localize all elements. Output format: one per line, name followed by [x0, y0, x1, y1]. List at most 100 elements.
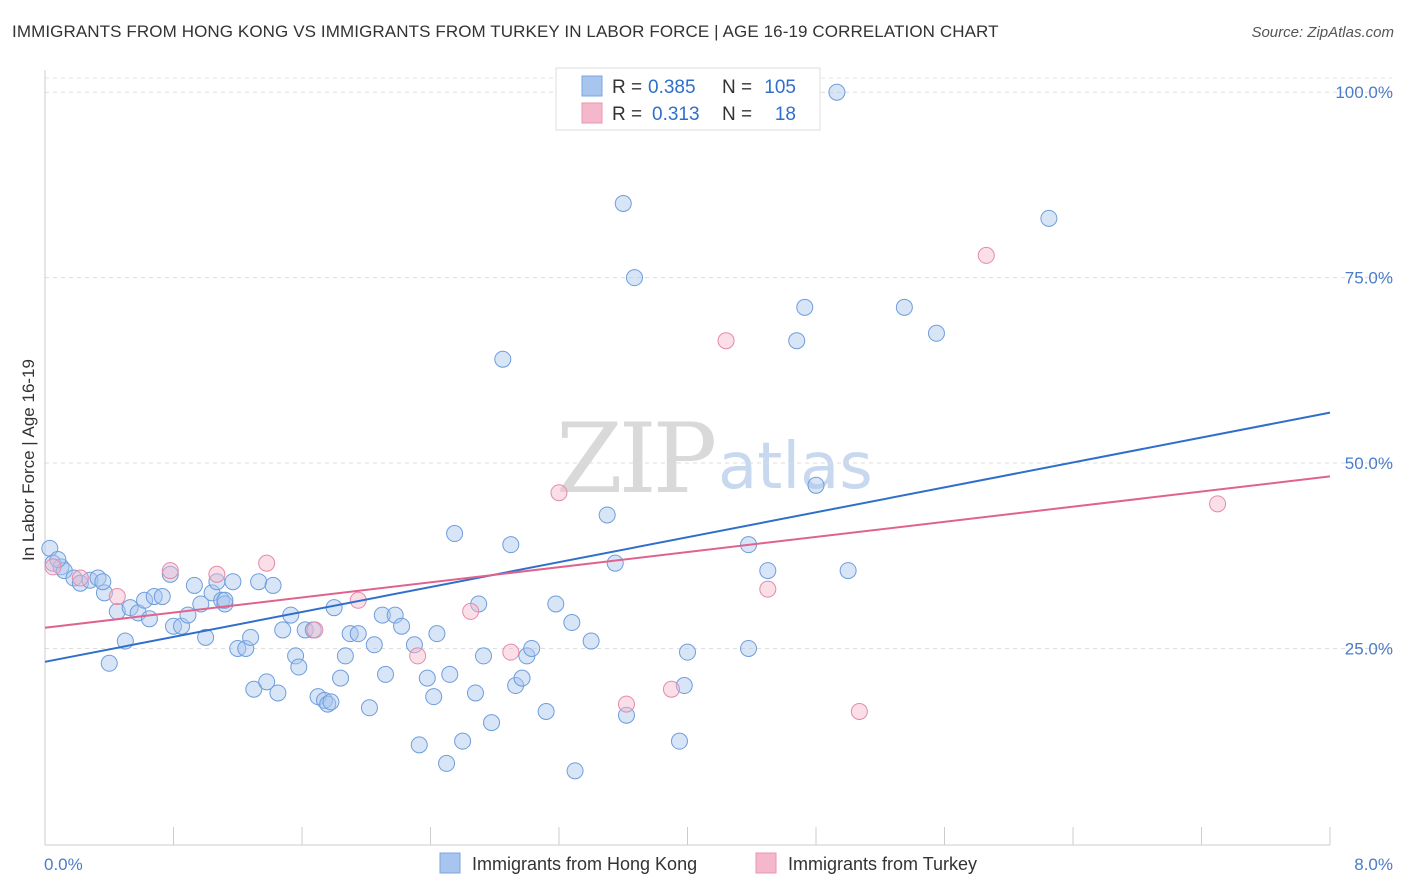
- hong-kong-point-70: [483, 714, 501, 732]
- hong-kong-point-65: [446, 525, 464, 543]
- hong-kong-point-54: [373, 606, 391, 624]
- turkey-point-8: [409, 647, 427, 665]
- hong-kong-point-82: [598, 506, 616, 524]
- axes: [44, 70, 1331, 846]
- y-tick-labels: 25.0% 50.0% 75.0% 100.0%: [1335, 83, 1393, 658]
- turkey-points: [44, 246, 1227, 721]
- hong-kong-point-64: [441, 665, 459, 683]
- series-legend-label-hong-kong: Immigrants from Hong Kong: [472, 854, 697, 874]
- turkey-point-11: [550, 484, 568, 502]
- series-legend-swatch-hong-kong: [439, 852, 461, 874]
- series-legend-label-turkey: Immigrants from Turkey: [788, 854, 977, 874]
- turkey-point-4: [208, 565, 226, 583]
- hong-kong-point-29: [224, 573, 242, 591]
- legend-n-label-2: N =: [722, 104, 752, 125]
- hong-kong-point-32: [242, 628, 260, 646]
- source-credit: Source: ZipAtlas.com: [1251, 24, 1394, 41]
- hong-kong-point-59: [410, 736, 428, 754]
- hong-kong-point-34: [250, 573, 268, 591]
- hong-kong-point-55: [377, 665, 395, 683]
- hong-kong-point-9: [100, 654, 118, 672]
- series-legend-swatch-turkey: [755, 852, 777, 874]
- hong-kong-point-74: [513, 669, 531, 687]
- legend-n-label-1: N =: [722, 77, 752, 98]
- hong-kong-point-12: [121, 599, 139, 617]
- turkey-point-18: [1209, 495, 1227, 513]
- hong-kong-point-81: [582, 632, 600, 650]
- hong-kong-point-46: [319, 695, 337, 713]
- x-tick-label-1: 8.0%: [1354, 855, 1393, 874]
- hong-kong-point-98: [895, 298, 913, 316]
- turkey-point-0: [44, 558, 62, 576]
- hong-kong-point-49: [336, 647, 354, 665]
- hong-kong-point-87: [670, 732, 688, 750]
- hong-kong-point-96: [828, 83, 846, 101]
- legend-n-value-1: 105: [764, 77, 796, 98]
- grid-lines: [45, 77, 1392, 649]
- hong-kong-point-103: [94, 573, 112, 591]
- hong-kong-point-24: [197, 628, 215, 646]
- hong-kong-point-86: [625, 269, 643, 287]
- hong-kong-point-97: [839, 562, 857, 580]
- hong-kong-point-31: [237, 639, 255, 657]
- hong-kong-point-69: [475, 647, 493, 665]
- hong-kong-points: [41, 83, 1058, 780]
- turkey-point-16: [850, 703, 868, 721]
- hong-kong-point-17: [153, 588, 171, 606]
- hong-kong-point-8: [95, 584, 113, 602]
- hong-kong-point-78: [547, 595, 565, 613]
- hong-kong-point-94: [796, 298, 814, 316]
- hong-kong-point-51: [349, 625, 367, 643]
- hong-kong-point-58: [405, 636, 423, 654]
- turkey-point-1: [71, 569, 89, 587]
- hong-kong-point-95: [807, 476, 825, 494]
- turkey-trend-line: [44, 475, 1331, 629]
- turkey-point-5: [258, 554, 276, 572]
- legend-swatch-hong-kong: [581, 75, 603, 97]
- hong-kong-point-38: [274, 621, 292, 639]
- series-legend: Immigrants from Hong Kong Immigrants fro…: [439, 852, 977, 874]
- hong-kong-point-104: [322, 693, 340, 711]
- hong-kong-point-63: [438, 754, 456, 772]
- hong-kong-point-62: [428, 625, 446, 643]
- hong-kong-point-40: [287, 647, 305, 665]
- legend-r-value-1: 0.385: [648, 77, 696, 98]
- turkey-point-14: [717, 332, 735, 350]
- turkey-point-17: [977, 246, 995, 264]
- turkey-point-12: [617, 695, 635, 713]
- hong-kong-point-15: [140, 610, 158, 628]
- hong-kong-point-22: [185, 576, 203, 594]
- hong-kong-point-89: [679, 643, 696, 661]
- hong-kong-point-36: [264, 576, 282, 594]
- hong-kong-point-33: [245, 680, 263, 698]
- hong-kong-point-84: [614, 194, 632, 212]
- hong-kong-point-72: [502, 536, 520, 554]
- hong-kong-point-37: [269, 684, 287, 702]
- hong-kong-point-60: [418, 669, 436, 687]
- y-axis-label: In Labor Force | Age 16-19: [19, 359, 38, 561]
- y-tick-label-3: 100.0%: [1335, 83, 1393, 102]
- hong-kong-trend-line: [44, 411, 1331, 663]
- correlation-legend: R = 0.385 N = 105 R = 0.313 N = 18: [555, 67, 821, 131]
- hong-kong-point-79: [563, 614, 581, 632]
- hong-kong-point-102: [216, 591, 234, 609]
- turkey-point-15: [759, 580, 777, 598]
- y-tick-label-1: 50.0%: [1345, 454, 1393, 473]
- hong-kong-point-61: [425, 688, 443, 706]
- hong-kong-point-66: [454, 732, 472, 750]
- hong-kong-point-5: [71, 574, 89, 592]
- hong-kong-point-100: [1040, 209, 1058, 227]
- hong-kong-point-14: [136, 591, 154, 609]
- legend-r-label-1: R =: [612, 77, 642, 98]
- hong-kong-point-80: [566, 762, 584, 780]
- hong-kong-point-71: [494, 350, 512, 368]
- x-tick-labels: 0.0% 8.0%: [44, 855, 1393, 874]
- hong-kong-point-41: [290, 658, 308, 676]
- turkey-point-13: [662, 680, 680, 698]
- legend-r-value-2: 0.313: [652, 104, 700, 125]
- watermark-zip: ZIP: [556, 403, 715, 515]
- legend-swatch-turkey: [581, 102, 603, 124]
- hong-kong-point-53: [365, 636, 383, 654]
- hong-kong-point-93: [788, 332, 806, 350]
